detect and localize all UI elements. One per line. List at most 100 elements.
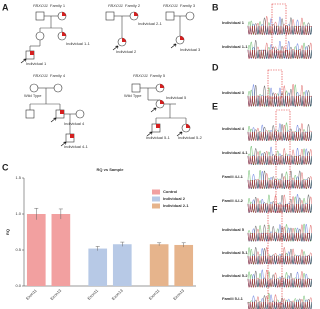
trace-wave (247, 17, 312, 36)
proband-arrow (176, 131, 183, 137)
proband-arrow (150, 107, 157, 113)
trace-wave (247, 170, 312, 190)
family-name: Family 2 (125, 3, 141, 8)
male (131, 83, 141, 93)
trace-wave (247, 170, 312, 190)
trace-wave (247, 223, 312, 242)
proband-arrow (112, 45, 119, 51)
affected (156, 124, 160, 128)
legend-label: Control (163, 189, 177, 194)
trace-wave (247, 40, 312, 60)
affected (160, 100, 164, 104)
trace-wave (247, 124, 312, 142)
bar (112, 244, 132, 286)
female (185, 11, 195, 21)
trace-wave (247, 84, 312, 107)
affected (62, 32, 66, 36)
trace-label: Individual 5-2 (222, 273, 248, 278)
x-tick-label: Exon11 (25, 287, 38, 300)
trace-wave (247, 248, 312, 265)
family-name: Family 3 (180, 3, 196, 8)
trace-wave (247, 270, 312, 288)
legend-label: Individual 2 (163, 196, 186, 201)
bar (26, 214, 46, 286)
proband-arrow (170, 43, 177, 49)
y-tick-label: 0.5 (15, 247, 21, 252)
individual-label: Individual 3 (180, 47, 201, 52)
individual-label: Individual 4-1 (64, 144, 89, 149)
proband-arrow (20, 58, 27, 64)
panel-label: D (212, 62, 219, 72)
individual-label: Individual 1 (26, 61, 47, 66)
bar (149, 244, 169, 286)
highlight-box (267, 211, 283, 305)
trace-wave (247, 247, 312, 265)
trace-wave (247, 193, 312, 214)
error-bar (157, 242, 162, 246)
bar (174, 244, 194, 286)
error-bar (58, 208, 63, 220)
legend-label: Individual 2-1 (163, 203, 189, 208)
legend-swatch (152, 203, 160, 209)
individual-label: Individual 5-2 (178, 135, 203, 140)
proband-arrow (50, 117, 57, 123)
bar (88, 248, 108, 286)
trace-wave (247, 194, 312, 214)
individual-label: Individual 1-1 (66, 41, 91, 46)
proband-arrow (146, 131, 153, 137)
proband-arrow (60, 141, 67, 147)
female (29, 83, 39, 93)
individual-label: Individual 5-1 (146, 135, 171, 140)
individual-label: Individual 5 (166, 95, 187, 100)
trace-wave (247, 83, 312, 107)
trace-wave (247, 271, 312, 288)
trace-wave (247, 223, 312, 242)
gene-name: FBXO11 (163, 3, 178, 8)
affected (70, 134, 74, 138)
bar (51, 214, 71, 286)
affected (180, 36, 184, 40)
trace-label: Individual 4 (222, 126, 245, 131)
trace-wave (247, 194, 312, 214)
y-tick-label: 1.0 (15, 211, 21, 216)
trace-label: Individual 5 (222, 227, 245, 232)
trace-wave (247, 39, 312, 60)
affected (160, 84, 164, 88)
trace-wave (247, 293, 312, 309)
gene-name: FBXO11 (33, 3, 48, 8)
trace-wave (247, 15, 312, 36)
gene-name: FBXO11 (33, 73, 48, 78)
x-tick-label: Exon11 (148, 287, 161, 300)
panel-label: C (2, 162, 9, 172)
gene-name: FBXO11 (108, 3, 123, 8)
trace-wave (247, 194, 312, 214)
trace-wave (247, 122, 312, 142)
affected (186, 124, 190, 128)
highlight-box (267, 69, 283, 99)
error-bar (95, 246, 100, 251)
trace-label: Famili 4-I-2 (222, 198, 244, 203)
trace-wave (247, 224, 312, 242)
trace-wave (247, 41, 312, 60)
individual-label: Individual 2 (116, 49, 137, 54)
trace-wave (247, 246, 312, 265)
family-name: Family 5 (150, 73, 166, 78)
panel-label: B (212, 2, 219, 12)
female (35, 31, 45, 41)
trace-wave (247, 269, 312, 288)
error-bar (181, 242, 186, 248)
individual-label: Wild Type (124, 93, 142, 98)
trace-wave (247, 172, 312, 190)
trace-wave (247, 148, 312, 166)
trace-label: Individual 1 (222, 20, 245, 25)
panel-label: A (2, 2, 9, 12)
trace-wave (247, 42, 312, 60)
individual-label: Wild Type (24, 93, 42, 98)
x-tick-label: Exon13 (172, 287, 186, 301)
male (165, 11, 175, 21)
individual-label: Individual 2-1 (138, 21, 163, 26)
trace-label: Famili 4-I-1 (222, 174, 244, 179)
x-tick-label: Exon11 (86, 287, 99, 300)
